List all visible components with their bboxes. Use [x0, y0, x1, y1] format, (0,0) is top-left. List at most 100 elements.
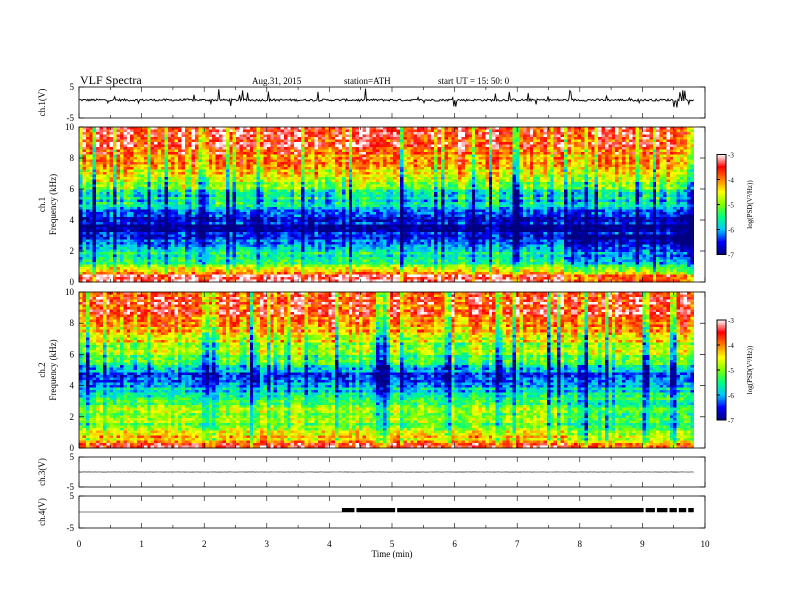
heatmap-cell — [92, 192, 97, 195]
heatmap-cell — [376, 192, 380, 195]
heatmap-cell — [382, 184, 387, 188]
heatmap-cell — [615, 182, 619, 185]
heatmap-cell — [615, 139, 619, 143]
heatmap-cell — [652, 174, 657, 178]
heatmap-cell — [587, 147, 592, 150]
heatmap-cell — [639, 182, 643, 185]
heatmap-cell — [294, 144, 298, 148]
heatmap-cell — [195, 162, 199, 165]
heatmap-cell — [512, 139, 517, 143]
heatmap-cell — [283, 174, 288, 178]
heatmap-cell — [458, 142, 462, 145]
heatmap-cell — [229, 139, 234, 143]
heatmap-cell — [502, 129, 507, 133]
heatmap-cell — [604, 167, 609, 170]
heatmap-cell — [478, 159, 483, 163]
heatmap-cell — [359, 187, 363, 190]
heatmap-cell — [420, 187, 425, 190]
heatmap-cell — [386, 169, 391, 173]
heatmap-cell — [417, 184, 421, 188]
heatmap-cell — [663, 179, 667, 183]
heatmap-cell — [444, 174, 449, 178]
heatmap-cell — [369, 159, 374, 163]
heatmap-cell — [686, 174, 691, 178]
heatmap-cell — [126, 142, 131, 145]
heatmap-cell — [461, 167, 466, 170]
heatmap-cell — [598, 147, 602, 150]
heatmap-cell — [560, 187, 565, 190]
heatmap-cell — [195, 164, 199, 168]
heatmap-cell — [321, 192, 326, 195]
heatmap-cell — [625, 127, 630, 130]
heatmap-cell — [427, 179, 432, 183]
heatmap-cell — [570, 162, 575, 165]
heatmap-cell — [410, 147, 415, 150]
heatmap-cell — [464, 169, 469, 173]
heatmap-cell — [225, 187, 230, 190]
heatmap-cell — [171, 174, 176, 178]
heatmap-cell — [526, 142, 531, 145]
heatmap-cell — [232, 132, 237, 135]
heatmap-cell — [546, 154, 551, 158]
heatmap-cell — [273, 147, 278, 150]
heatmap-cell — [587, 137, 592, 140]
heatmap-cell — [536, 174, 541, 178]
heatmap-cell — [403, 142, 408, 145]
heatmap-cell — [447, 134, 452, 138]
heatmap-cell — [147, 169, 152, 173]
heatmap-cell — [680, 129, 684, 133]
heatmap-cell — [290, 144, 295, 148]
heatmap-cell — [287, 167, 292, 170]
heatmap-cell — [417, 139, 421, 143]
heatmap-cell — [212, 137, 217, 140]
heatmap-cell — [642, 179, 647, 183]
heatmap-cell — [471, 147, 476, 150]
heatmap-cell — [147, 167, 152, 170]
heatmap-cell — [663, 172, 667, 175]
heatmap-cell — [102, 132, 107, 135]
heatmap-cell — [133, 187, 138, 190]
heatmap-cell — [212, 167, 217, 170]
heatmap-cell — [270, 164, 275, 168]
heatmap-cell — [628, 182, 633, 185]
heatmap-cell — [587, 177, 592, 180]
heatmap-cell — [478, 179, 483, 183]
heatmap-cell — [92, 132, 97, 135]
heatmap-cell — [106, 189, 111, 193]
heatmap-cell — [188, 164, 193, 168]
heatmap-cell — [611, 152, 616, 155]
heatmap-cell — [406, 129, 411, 133]
heatmap-cell — [615, 172, 619, 175]
heatmap-cell — [581, 177, 585, 180]
heatmap-cell — [611, 179, 616, 183]
heatmap-cell — [471, 177, 476, 180]
heatmap-cell — [615, 187, 619, 190]
heatmap-cell — [410, 129, 415, 133]
heatmap-cell — [331, 172, 336, 175]
heatmap-cell — [468, 157, 473, 160]
heatmap-cell — [102, 184, 107, 188]
heatmap-cell — [410, 172, 415, 175]
heatmap-cell — [273, 159, 278, 163]
heatmap-cell — [563, 174, 568, 178]
heatmap-cell — [403, 144, 408, 148]
heatmap-cell — [639, 134, 643, 138]
heatmap-cell — [379, 144, 384, 148]
heatmap-cell — [273, 127, 278, 130]
heatmap-cell — [550, 134, 555, 138]
heatmap-cell — [560, 132, 565, 135]
heatmap-cell — [270, 174, 275, 178]
heatmap-cell — [516, 187, 520, 190]
heatmap-cell — [652, 134, 657, 138]
heatmap-cell — [341, 132, 346, 135]
heatmap-cell — [89, 152, 94, 155]
heatmap-cell — [113, 184, 117, 188]
heatmap-cell — [410, 139, 415, 143]
heatmap-cell — [522, 162, 527, 165]
heatmap-cell — [239, 147, 244, 150]
heatmap-cell — [263, 167, 268, 170]
heatmap-cell — [591, 179, 596, 183]
heatmap-cell — [215, 184, 220, 188]
heatmap-cell — [181, 134, 186, 138]
heatmap-cell — [307, 164, 312, 168]
